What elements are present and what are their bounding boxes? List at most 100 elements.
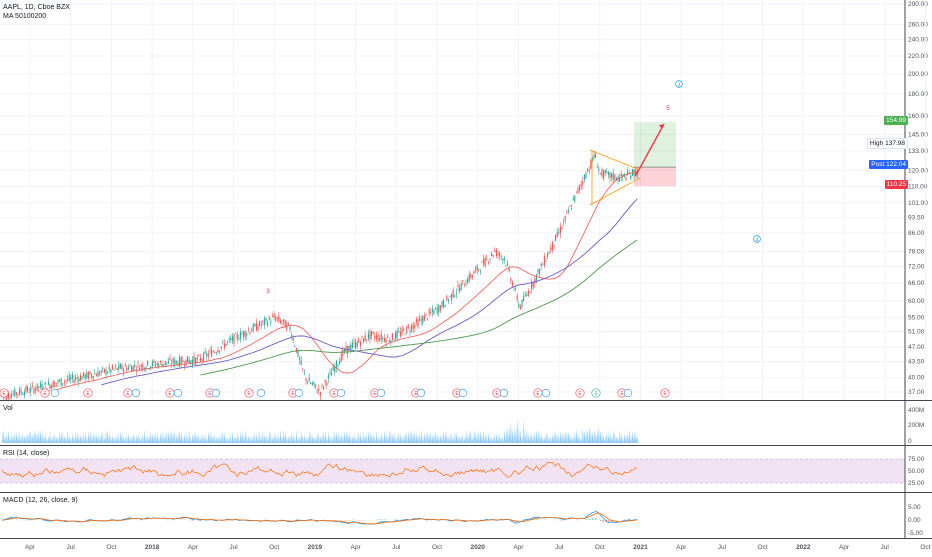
candle-body xyxy=(251,330,253,332)
earnings-marker-letter: E xyxy=(43,391,47,397)
candle-body xyxy=(139,367,141,371)
target-price-tag: 154.99 xyxy=(884,116,908,125)
candle-body xyxy=(307,381,309,383)
candle-body xyxy=(465,283,467,286)
candle-body xyxy=(459,287,461,293)
candle-body xyxy=(284,320,286,328)
candle-body xyxy=(278,316,280,321)
candle-body xyxy=(289,326,291,330)
candle-body xyxy=(131,366,133,372)
price-axis-tick: 51.00 xyxy=(908,329,925,336)
candle-body xyxy=(435,307,437,309)
price-pane[interactable]: 290.00 260.00 240.00 220.00 200.00 180.00 160.… xyxy=(0,0,932,404)
dividend-marker xyxy=(256,388,266,398)
candle-body xyxy=(279,319,281,324)
candle-body xyxy=(484,257,486,267)
price-chart[interactable]: 290.00 260.00 240.00 220.00 200.00 180.00 160.… xyxy=(0,0,932,404)
candle-body xyxy=(563,221,565,223)
volume-area xyxy=(2,417,639,443)
candle-body xyxy=(449,295,451,297)
candle-body xyxy=(47,381,49,385)
stop-zone xyxy=(634,167,676,187)
time-axis-labels[interactable]: Apr Jul Oct 2018 Apr Jul Oct 2019 Apr Jul Oct 2020 A… xyxy=(0,540,932,552)
candle-body xyxy=(431,308,433,312)
macd-chart[interactable]: 5.00 0.00 -5.00 xyxy=(0,493,932,539)
candle-body xyxy=(62,383,64,385)
candle-body xyxy=(491,252,493,256)
candle-body xyxy=(620,173,622,177)
wedge-upper-line xyxy=(589,149,641,171)
candle-body xyxy=(6,393,8,400)
candle-body xyxy=(462,280,464,282)
candle-body xyxy=(476,265,478,272)
candle-body xyxy=(127,366,129,370)
candle-body xyxy=(387,336,389,338)
dividend-marker xyxy=(131,388,141,398)
earnings-marker-letter: E xyxy=(455,391,459,397)
candle-body xyxy=(407,326,409,328)
candle-body xyxy=(590,160,592,169)
candle-body xyxy=(532,282,534,288)
candle-body xyxy=(380,333,382,341)
volume-chart[interactable]: 400M 200M 0 xyxy=(0,401,932,446)
candle-body xyxy=(147,360,149,365)
candle-body xyxy=(94,373,96,375)
candle-body xyxy=(113,368,115,370)
high-label: High xyxy=(869,140,884,147)
candle-body xyxy=(91,374,93,378)
wave-circle-3-label: 3 xyxy=(678,82,681,88)
candle-body xyxy=(30,386,32,392)
candle-body xyxy=(580,183,582,186)
candle-body xyxy=(187,356,189,363)
candle-body xyxy=(318,388,320,391)
candle-body xyxy=(356,342,358,347)
wave-5-label: 5 xyxy=(666,106,670,112)
candle-body xyxy=(324,379,326,383)
candle-body xyxy=(174,359,176,366)
candle-body xyxy=(428,310,430,314)
candle-body xyxy=(219,350,221,352)
candle-body xyxy=(527,291,529,296)
candle-body xyxy=(411,325,413,332)
candle-body xyxy=(446,296,448,301)
candle-body xyxy=(259,321,261,326)
candle-body xyxy=(283,319,285,322)
candle-body xyxy=(273,314,275,318)
price-axis-tick: 66.00 xyxy=(908,280,925,287)
earnings-marker-letter: E xyxy=(208,391,212,397)
candle-body xyxy=(188,359,190,364)
dividend-marker xyxy=(376,388,386,398)
candle-body xyxy=(211,349,213,357)
price-axis-tick: 200.00 xyxy=(908,71,928,78)
candle-body xyxy=(228,338,230,340)
earnings-marker xyxy=(575,388,585,398)
candle-body xyxy=(363,338,365,343)
volume-label: Vol xyxy=(3,405,13,412)
dividend-marker xyxy=(499,388,509,398)
candle-body xyxy=(102,367,104,369)
candle-body xyxy=(603,170,605,179)
candle-body xyxy=(502,258,504,262)
candle-body xyxy=(359,342,361,346)
candle-body xyxy=(467,278,469,284)
volume-pane[interactable]: 400M 200M 0 Vol xyxy=(0,400,932,446)
candle-body xyxy=(388,341,390,342)
earnings-marker-letter: E xyxy=(663,391,667,397)
candle-body xyxy=(84,374,86,380)
macd-pane[interactable]: 5.00 0.00 -5.00 MACD (12, 26, close, 9) xyxy=(0,492,932,539)
rsi-chart[interactable]: 75.00 50.00 25.00 xyxy=(0,446,932,493)
candle-body xyxy=(409,330,411,332)
candle-body xyxy=(439,306,441,311)
candle-body xyxy=(262,320,264,322)
candle-body xyxy=(361,336,363,338)
candle-body xyxy=(606,171,608,173)
dividend-marker xyxy=(623,388,633,398)
earnings-marker-letter: E xyxy=(373,391,377,397)
candle-body xyxy=(395,332,397,339)
rsi-pane[interactable]: 75.00 50.00 25.00 RSI (14, close) xyxy=(0,445,932,493)
candle-body xyxy=(119,364,121,369)
time-axis[interactable]: Apr Jul Oct 2018 Apr Jul Oct 2019 Apr Jul Oct 2020 A… xyxy=(0,538,932,551)
candle-body xyxy=(543,256,545,266)
candle-body xyxy=(566,212,568,213)
candle-body xyxy=(516,295,518,301)
